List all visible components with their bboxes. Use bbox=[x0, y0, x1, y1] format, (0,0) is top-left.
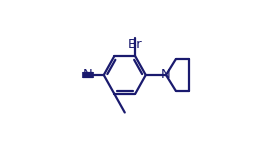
Text: N: N bbox=[161, 69, 171, 81]
Text: Br: Br bbox=[128, 38, 143, 51]
Text: N: N bbox=[83, 69, 92, 81]
